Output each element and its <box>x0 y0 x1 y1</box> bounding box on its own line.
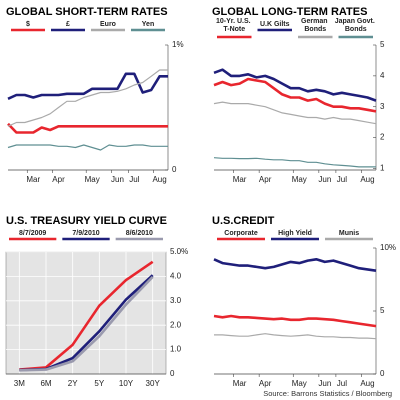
x-tick-label: May <box>85 175 100 184</box>
x-tick-label: 30Y <box>146 379 161 388</box>
legend-label: Munis <box>339 230 359 237</box>
y-tick-label: 1.0 <box>170 345 182 354</box>
y-tick-label: 0 <box>172 165 177 174</box>
chart-title: U.S. TREASURY YIELD CURVE <box>6 215 167 227</box>
series-line <box>19 275 154 372</box>
legend-label: £ <box>66 21 70 28</box>
series-line <box>7 144 168 151</box>
chart-title: GLOBAL SHORT-TERM RATES <box>6 6 168 18</box>
legend-label: 7/9/2010 <box>72 230 99 237</box>
legend-label: High Yield <box>278 230 312 237</box>
x-tick-label: Aug <box>360 379 374 388</box>
source-note: Source: Barrons Statistics / Bloomberg <box>263 389 392 398</box>
series-line <box>7 69 168 127</box>
x-tick-label: Mar <box>233 175 247 184</box>
y-tick-label: 5 <box>380 40 385 49</box>
series-line <box>19 260 154 371</box>
series-line <box>214 333 377 340</box>
x-tick-label: 10Y <box>119 379 134 388</box>
x-tick-label: Mar <box>233 379 247 388</box>
series-line <box>213 157 376 168</box>
y-tick-label: 2.0 <box>170 320 182 329</box>
legend-label: 10-Yr. U.S. T-Note <box>216 18 253 33</box>
y-tick-label: 0 <box>170 369 175 378</box>
chart-title: GLOBAL LONG-TERM RATES <box>212 6 367 18</box>
x-tick-label: Jul <box>337 379 347 388</box>
x-tick-label: Mar <box>26 175 40 184</box>
x-tick-label: 6M <box>40 379 51 388</box>
x-tick-label: Aug <box>360 175 374 184</box>
series-line <box>7 72 168 100</box>
legend-label: 8/6/2010 <box>126 230 153 237</box>
legend-label: Japan Govt. Bonds <box>335 18 377 33</box>
legend-label: German Bonds <box>301 18 329 33</box>
legend-label: 8/7/2009 <box>19 230 46 237</box>
x-tick-label: Aug <box>152 175 166 184</box>
series-line <box>213 101 377 125</box>
x-tick-label: May <box>292 175 307 184</box>
legend-label: U.K Gilts <box>260 21 290 28</box>
legend-label: Yen <box>142 21 154 28</box>
chart-title: U.S.CREDIT <box>212 215 275 227</box>
series-line <box>213 314 377 328</box>
series-line <box>213 258 377 272</box>
legend-label: Corporate <box>224 230 258 237</box>
x-tick-label: May <box>292 379 307 388</box>
y-tick-label: 10% <box>380 243 396 252</box>
x-tick-label: Apr <box>52 175 65 184</box>
x-tick-label: Jul <box>129 175 139 184</box>
x-tick-label: 3M <box>14 379 25 388</box>
y-tick-label: 3 <box>380 102 385 111</box>
y-tick-label: 4 <box>380 71 385 80</box>
y-tick-label: 1% <box>172 40 184 49</box>
y-tick-label: 5.0% <box>170 247 188 256</box>
x-tick-label: Jun <box>318 379 331 388</box>
y-tick-label: 2 <box>380 133 385 142</box>
x-tick-label: Jul <box>337 175 347 184</box>
series-line <box>7 122 168 134</box>
series-line <box>213 77 377 113</box>
x-tick-label: Jun <box>318 175 331 184</box>
x-tick-label: Jun <box>111 175 124 184</box>
y-tick-label: 4.0 <box>170 272 182 281</box>
legend-label: $ <box>26 21 30 28</box>
x-tick-label: Apr <box>259 175 272 184</box>
y-tick-label: 3.0 <box>170 296 182 305</box>
x-tick-label: 2Y <box>68 379 78 388</box>
series-line <box>213 68 377 102</box>
x-tick-label: 5Y <box>94 379 104 388</box>
y-tick-label: 1 <box>380 164 385 173</box>
x-tick-label: Apr <box>259 379 272 388</box>
legend-label: Euro <box>100 21 116 28</box>
y-tick-label: 5 <box>380 306 385 315</box>
y-tick-label: 0 <box>380 369 385 378</box>
